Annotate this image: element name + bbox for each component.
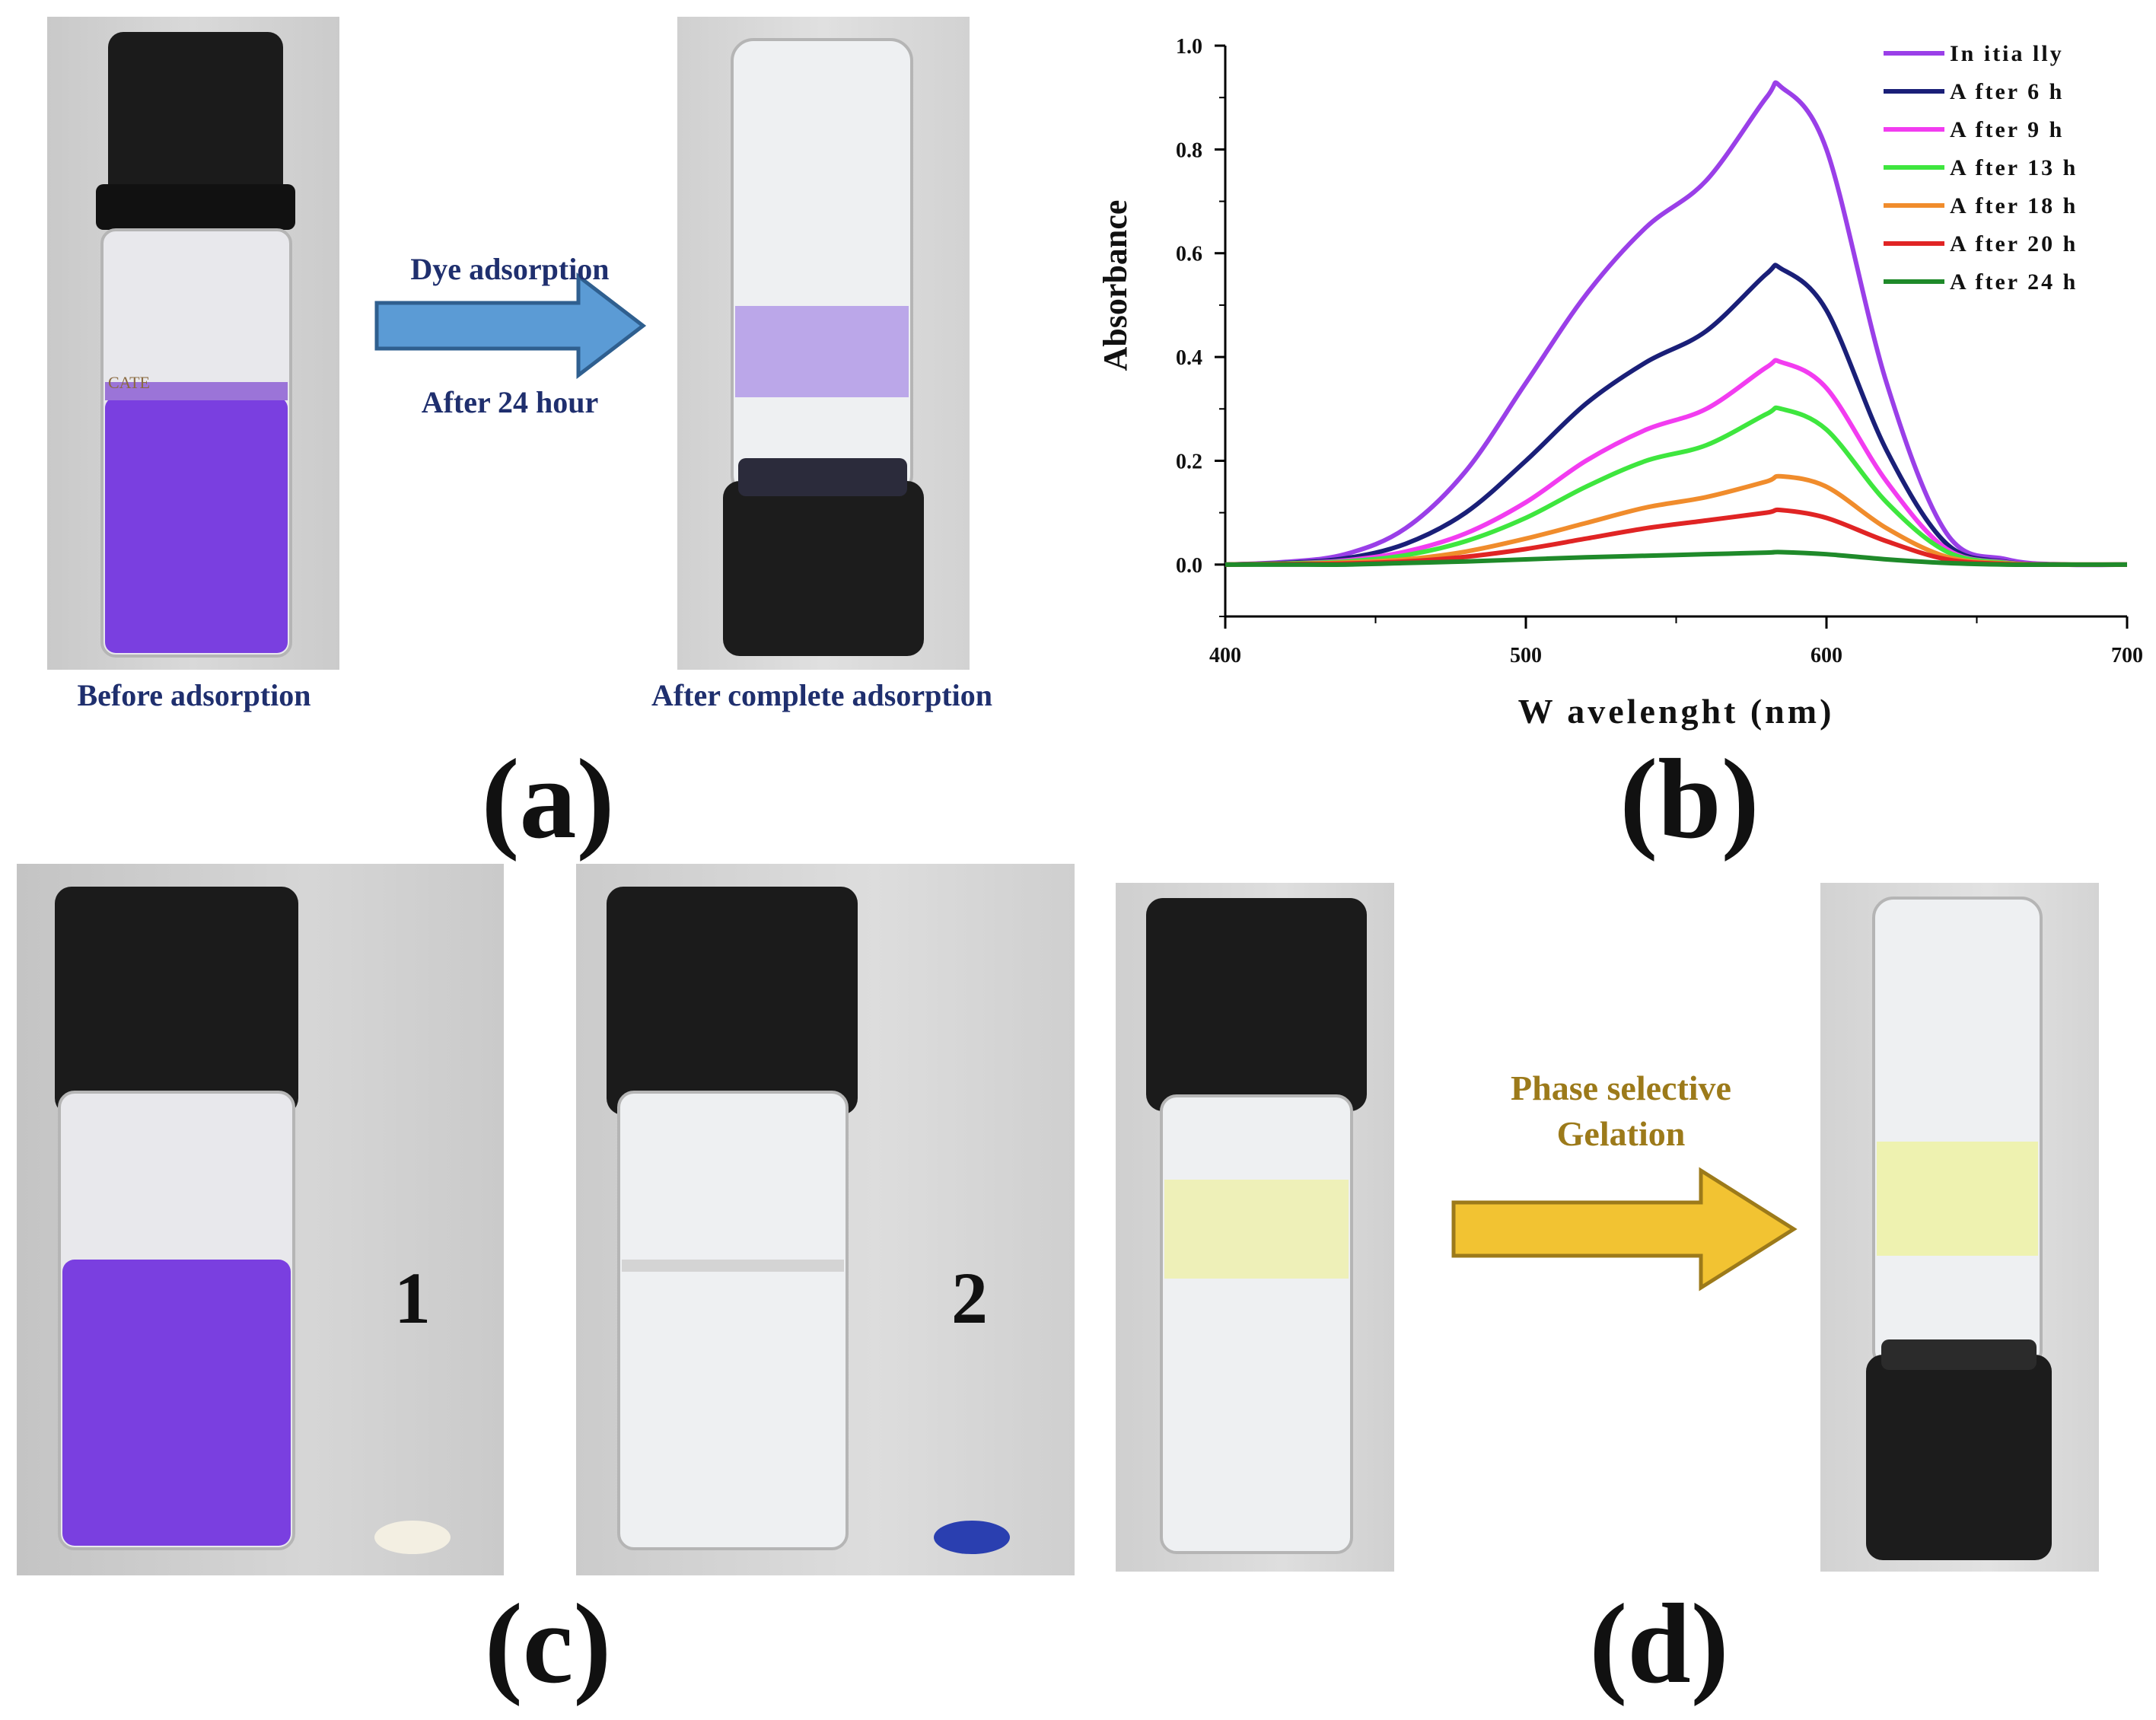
vial-c1-illustration [55, 887, 451, 1554]
phase-selective-gelation-arrow [1451, 1167, 1798, 1292]
legend-label-6: A fter 24 h [1950, 269, 2078, 295]
arrow-label-gelation: Gelation [1556, 1114, 1686, 1153]
vial-photo-c1 [17, 864, 504, 1575]
series-line-0 [1224, 80, 2128, 568]
series-line-1 [1224, 263, 2128, 568]
chart-legend: In itia lly A fter 6 h A fter 9 h A fter 13… [1884, 41, 2078, 295]
caption-before-adsorption: Before adsorption [77, 678, 311, 712]
x-tick-label: 700 [2111, 644, 2143, 667]
legend-label-5: A fter 20 h [1950, 231, 2078, 256]
y-tick-label: 0.6 [1176, 243, 1202, 266]
x-axis-title: W avelenght (nm) [1518, 692, 1835, 731]
y-axis-title: Absorbance [1097, 200, 1134, 371]
series-line-2 [1224, 358, 2128, 568]
vial-photo-after [677, 17, 970, 670]
arrow-label-phase-selective: Phase selective [1511, 1069, 1731, 1107]
absorbance-chart: 0.0 0.2 0.4 0.6 0.8 1.0 400 500 600 700 W avelengh… [1097, 35, 2143, 731]
panel-label-c: (c) [484, 1581, 612, 1707]
svg-text:CATE: CATE [108, 373, 150, 392]
vial-after-illustration [723, 38, 924, 656]
y-tick-label: 0.0 [1176, 554, 1202, 578]
x-tick-label: 600 [1810, 644, 1842, 667]
chart-axes: 0.0 0.2 0.4 0.6 0.8 1.0 400 500 600 700 W avelengh… [1097, 35, 2143, 731]
legend-label-3: A fter 13 h [1950, 155, 2078, 180]
vial-c2-illustration [607, 887, 1010, 1554]
dye-adsorption-arrow [374, 272, 647, 379]
legend-label-0: In itia lly [1950, 41, 2064, 66]
caption-after-complete-adsorption: After complete adsorption [651, 678, 993, 712]
panel-label-b: (b) [1619, 736, 1760, 862]
legend-label-2: A fter 9 h [1950, 117, 2064, 142]
sample-number-1: 1 [394, 1257, 431, 1339]
series-line-3 [1224, 405, 2128, 567]
y-tick-label: 0.4 [1176, 346, 1202, 370]
legend-label-4: A fter 18 h [1950, 193, 2078, 218]
vial-photo-before: CATE [47, 17, 339, 670]
chart-series [1224, 80, 2128, 568]
vial-d-after-illustration [1866, 897, 2052, 1560]
x-tick-label: 400 [1209, 644, 1241, 667]
panel-label-d: (d) [1589, 1581, 1729, 1707]
vial-before-illustration: CATE [96, 32, 295, 658]
panel-label-a: (a) [481, 736, 615, 862]
arrow-label-after-24-hour: After 24 hour [421, 385, 599, 419]
vial-photo-c2 [576, 864, 1075, 1575]
y-tick-label: 1.0 [1176, 35, 1202, 59]
vial-photo-d-before [1116, 883, 1394, 1572]
sample-number-2: 2 [951, 1257, 988, 1339]
legend-label-1: A fter 6 h [1950, 79, 2064, 104]
vial-photo-d-after [1820, 883, 2099, 1572]
y-tick-label: 0.8 [1176, 139, 1202, 162]
vial-d-before-illustration [1146, 898, 1367, 1554]
arrow-label-dye-adsorption: Dye adsorption [410, 252, 610, 286]
series-line-6 [1225, 549, 2127, 567]
x-tick-label: 500 [1510, 644, 1542, 667]
y-tick-label: 0.2 [1176, 450, 1202, 473]
